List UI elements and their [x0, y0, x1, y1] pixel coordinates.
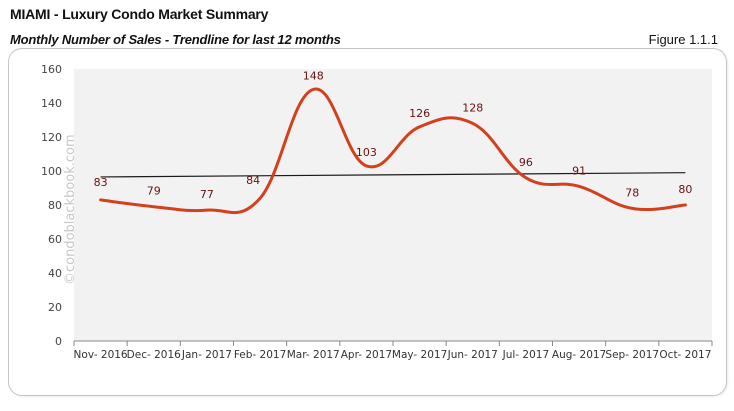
data-label: 78 [625, 186, 639, 199]
chart-subtitle: Monthly Number of Sales - Trendline for … [10, 32, 341, 47]
x-axis: Nov- 2016 Dec- 2016 Jan- 2017 Feb- 2017 Mar-… [73, 340, 713, 361]
title-text: Luxury Condo Market Summary [62, 6, 269, 22]
x-tick-label: Feb- 2017 [234, 349, 286, 361]
y-tick-label: 40 [48, 267, 62, 280]
plot-area [74, 69, 712, 341]
y-tick-label: 120 [41, 131, 62, 144]
title-separator: - [50, 6, 63, 22]
x-tick-label: Nov- 2016 [74, 349, 128, 361]
y-tick-label: 20 [48, 301, 62, 314]
y-tick-label: 160 [41, 63, 62, 76]
x-tick-label: Mar- 2017 [287, 349, 340, 361]
x-tick-label: Jul- 2017 [502, 349, 550, 361]
x-tick-label: Jun- 2017 [447, 349, 498, 361]
y-tick-label: 100 [41, 165, 62, 178]
data-labels: 83 79 77 84 148 103 126 128 96 91 78 80 [94, 69, 693, 201]
y-tick-label: 80 [48, 199, 62, 212]
data-label: 103 [356, 146, 377, 159]
x-tick-label: May- 2017 [392, 349, 447, 361]
x-tick-label: Jan- 2017 [181, 349, 232, 361]
data-label: 126 [409, 107, 430, 120]
title-city: MIAMI [10, 6, 51, 22]
x-tick-label: Sep- 2017 [605, 349, 659, 361]
y-tick-label: 140 [41, 97, 62, 110]
figure-label: Figure 1.1.1 [648, 32, 718, 47]
trendline [100, 172, 686, 178]
x-tick-label: Apr- 2017 [341, 349, 392, 361]
x-tick-label: Aug- 2017 [552, 349, 606, 361]
data-label: 128 [462, 101, 483, 114]
sales-series-line [99, 87, 687, 215]
data-label: 91 [572, 164, 586, 177]
data-label: 96 [519, 156, 533, 169]
data-label: 83 [94, 176, 108, 189]
watermark-text: ©condoblackbook.com [63, 134, 78, 285]
x-tick-label: Oct- 2017 [659, 349, 711, 361]
y-tick-label: 0 [55, 335, 62, 348]
data-label: 148 [303, 69, 324, 82]
y-tick-label: 60 [48, 233, 62, 246]
data-label: 79 [147, 185, 161, 198]
report-title: MIAMI - Luxury Condo Market Summary [10, 6, 268, 22]
data-label: 80 [678, 183, 692, 196]
data-label: 77 [200, 188, 214, 201]
x-tick-label: Dec- 2016 [127, 349, 181, 361]
y-axis: 0 20 40 60 80 100 120 140 160 [41, 63, 62, 348]
data-label: 84 [246, 174, 260, 187]
